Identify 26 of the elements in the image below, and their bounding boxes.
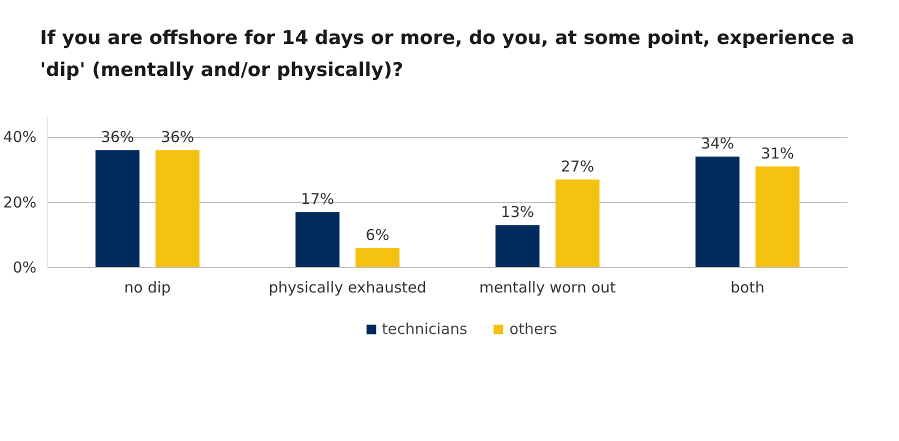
x-tick-label: mentally worn out [479, 278, 616, 296]
data-label: 36% [160, 128, 194, 146]
chart-title: If you are offshore for 14 days or more, do you, at some point, experience a 'dip' (mentally and/or physically)? [40, 26, 856, 84]
data-label: 36% [100, 128, 134, 146]
x-tick-label: physically exhausted [268, 278, 426, 296]
bar [696, 156, 740, 268]
x-tick-label: both [730, 278, 765, 296]
bar [756, 166, 800, 268]
data-label: 17% [300, 190, 334, 208]
bar [156, 150, 200, 268]
y-tick-label: 0% [12, 258, 36, 276]
bar [356, 248, 400, 268]
x-tick-label: no dip [124, 278, 171, 296]
data-label: 27% [560, 157, 594, 176]
bar [496, 224, 540, 268]
data-label: 34% [700, 134, 734, 152]
y-tick-label: 40% [3, 128, 37, 146]
data-label: 6% [366, 226, 390, 244]
legend-label: others [509, 320, 558, 338]
bar [96, 150, 140, 268]
data-label: 31% [760, 144, 794, 162]
legend-label: technicians [382, 320, 468, 338]
bar [556, 179, 600, 268]
y-tick-label: 20% [3, 192, 37, 211]
bar [296, 212, 340, 268]
data-label: 13% [500, 202, 534, 221]
